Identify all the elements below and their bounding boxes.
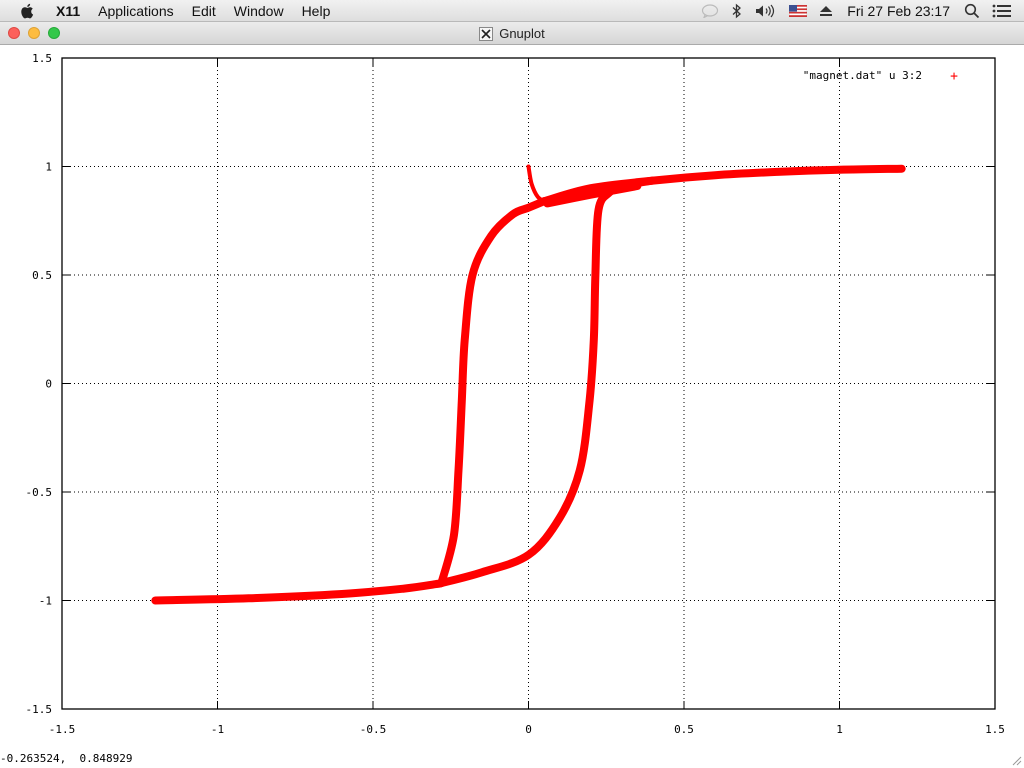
grid-lines bbox=[62, 58, 995, 709]
menu-window[interactable]: Window bbox=[233, 3, 284, 19]
legend: "magnet.dat" u 3:2 + bbox=[803, 69, 958, 84]
y-tick-label: 0.5 bbox=[32, 269, 52, 282]
series-segment bbox=[543, 182, 642, 208]
list-menu-icon[interactable] bbox=[992, 4, 1012, 18]
y-tick-label: 0 bbox=[45, 378, 52, 391]
x-tick-label: 0 bbox=[525, 723, 532, 736]
menu-help[interactable]: Help bbox=[301, 3, 331, 19]
volume-icon[interactable] bbox=[755, 4, 777, 18]
menu-bar: X11 Applications Edit Window Help Fri 27… bbox=[0, 0, 1024, 22]
x-tick-label: -1.5 bbox=[49, 723, 76, 736]
plot-series bbox=[151, 164, 906, 605]
close-window-button[interactable] bbox=[8, 27, 20, 39]
window-title-text: Gnuplot bbox=[499, 26, 545, 41]
resize-grip-icon[interactable] bbox=[1010, 754, 1022, 766]
window-title: Gnuplot bbox=[0, 22, 1024, 45]
y-tick-label: 1.5 bbox=[32, 52, 52, 65]
series-segment bbox=[540, 164, 906, 206]
series-segment bbox=[437, 197, 549, 588]
coordinate-readout: -0.263524, 0.848929 bbox=[0, 752, 133, 765]
x11-logo-icon bbox=[479, 26, 494, 41]
menu-edit[interactable]: Edit bbox=[191, 3, 216, 19]
x-tick-label: -1 bbox=[211, 723, 224, 736]
x-tick-label: 1.5 bbox=[985, 723, 1005, 736]
series-segment bbox=[151, 579, 446, 605]
bluetooth-icon[interactable] bbox=[731, 3, 743, 19]
legend-label: "magnet.dat" u 3:2 bbox=[803, 69, 922, 82]
x-tick-label: 0.5 bbox=[674, 723, 694, 736]
axis-ticks: -1.5 -1 -0.5 0 0.5 1 1.5 -1.5 -1 -0.5 0 0.5 1 1.5 bbox=[26, 52, 1005, 736]
x-tick-label: -0.5 bbox=[360, 723, 387, 736]
menu-applications[interactable]: Applications bbox=[98, 3, 174, 19]
y-tick-label: -1 bbox=[39, 595, 52, 608]
x-tick-label: 1 bbox=[836, 723, 843, 736]
menu-app-x11[interactable]: X11 bbox=[56, 3, 81, 19]
series-segment bbox=[437, 176, 657, 588]
notifications-icon[interactable] bbox=[701, 4, 719, 18]
gnuplot-canvas[interactable]: -1.5 -1 -0.5 0 0.5 1 1.5 -1.5 -1 -0.5 0 0.5 1 1.5 "ma… bbox=[0, 45, 1024, 752]
us-flag-icon[interactable] bbox=[789, 5, 808, 17]
eject-icon[interactable] bbox=[819, 5, 833, 17]
menu-clock[interactable]: Fri 27 Feb 23:17 bbox=[847, 3, 950, 19]
y-tick-label: 1 bbox=[45, 161, 52, 174]
zoom-window-button[interactable] bbox=[48, 27, 60, 39]
plot-border bbox=[61, 57, 996, 710]
series-segment bbox=[526, 164, 550, 206]
y-tick-label: -0.5 bbox=[26, 486, 53, 499]
y-tick-label: -1.5 bbox=[26, 703, 53, 716]
apple-icon[interactable] bbox=[20, 3, 34, 19]
window-title-bar[interactable]: Gnuplot bbox=[0, 22, 1024, 45]
legend-marker: + bbox=[950, 69, 958, 84]
minimize-window-button[interactable] bbox=[28, 27, 40, 39]
spotlight-search-icon[interactable] bbox=[964, 3, 980, 19]
